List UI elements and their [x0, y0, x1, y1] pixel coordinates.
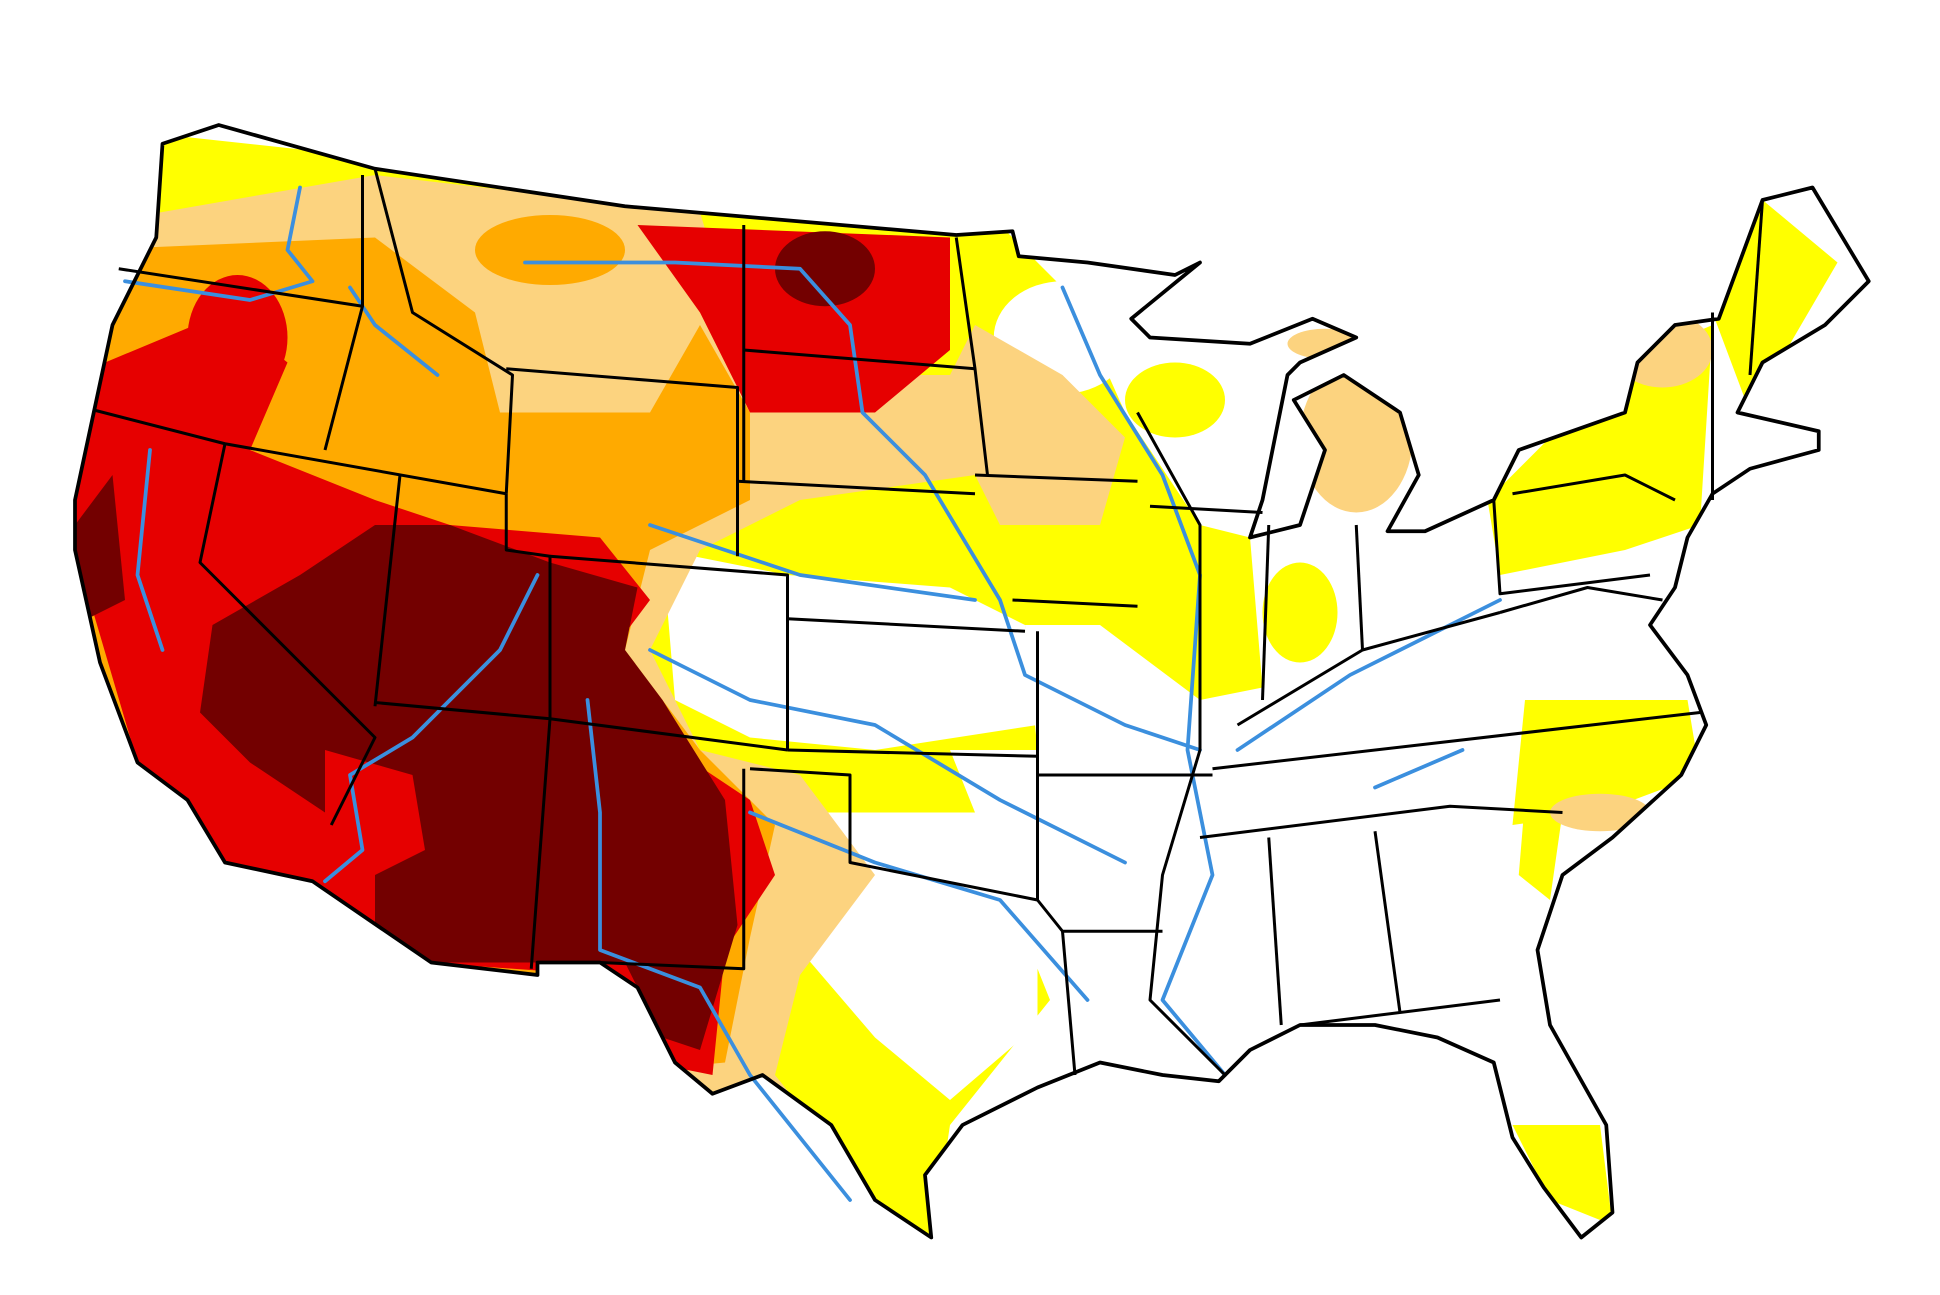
state-border [954, 237, 989, 476]
state-border [737, 479, 976, 496]
state-border [1199, 804, 1563, 839]
river [648, 648, 1127, 865]
state-border [787, 617, 1026, 633]
d4-area [200, 525, 738, 1050]
rivers [123, 185, 1502, 1202]
state-border [749, 767, 1038, 902]
state-borders [93, 168, 1764, 1077]
river [123, 185, 315, 302]
dry-area [1487, 325, 1713, 575]
state-border [373, 168, 514, 494]
exceptional-drought [75, 231, 875, 1050]
dry-area [1518, 800, 1563, 900]
state-border [198, 443, 377, 826]
d4-area [75, 475, 125, 625]
dry-area [1125, 362, 1225, 438]
d4-area [775, 231, 875, 307]
d1-area [1612, 312, 1713, 388]
state-border [373, 474, 402, 707]
river [523, 260, 1202, 752]
river [1373, 748, 1465, 790]
state-border [323, 175, 364, 451]
state-border [1061, 931, 1077, 1076]
dry-area [1512, 1125, 1613, 1225]
state-border [1373, 831, 1402, 1013]
state-border [1212, 711, 1701, 771]
state-border [599, 768, 746, 971]
state-border [1036, 631, 1163, 933]
state-border [974, 473, 1138, 483]
state-border [1136, 411, 1227, 1077]
state-border [504, 493, 552, 719]
state-border [118, 267, 363, 308]
state-border [1261, 524, 1271, 701]
river [585, 698, 852, 1202]
state-border [787, 748, 1038, 758]
state-border [1354, 524, 1364, 651]
state-border [506, 367, 739, 557]
river [135, 448, 165, 652]
state-border [1267, 837, 1283, 1026]
river [648, 523, 977, 602]
state-border [1299, 998, 1501, 1027]
river [1060, 285, 1227, 1077]
state-border [743, 348, 976, 371]
state-border [1236, 611, 1501, 727]
state-border [1149, 504, 1263, 514]
river [323, 573, 540, 884]
dry-area [1262, 562, 1338, 663]
state-border [549, 554, 789, 750]
d1-area [1550, 793, 1650, 832]
d2-area [475, 215, 625, 285]
d1-area [1287, 328, 1363, 359]
state-border [1748, 199, 1764, 376]
state-border [1499, 586, 1663, 614]
d3-area [187, 275, 288, 400]
state-border [529, 718, 552, 969]
dry-area [1512, 700, 1700, 825]
state-border [1512, 473, 1676, 502]
river [348, 285, 440, 377]
state-border [1492, 499, 1651, 596]
state-border [1012, 598, 1138, 608]
